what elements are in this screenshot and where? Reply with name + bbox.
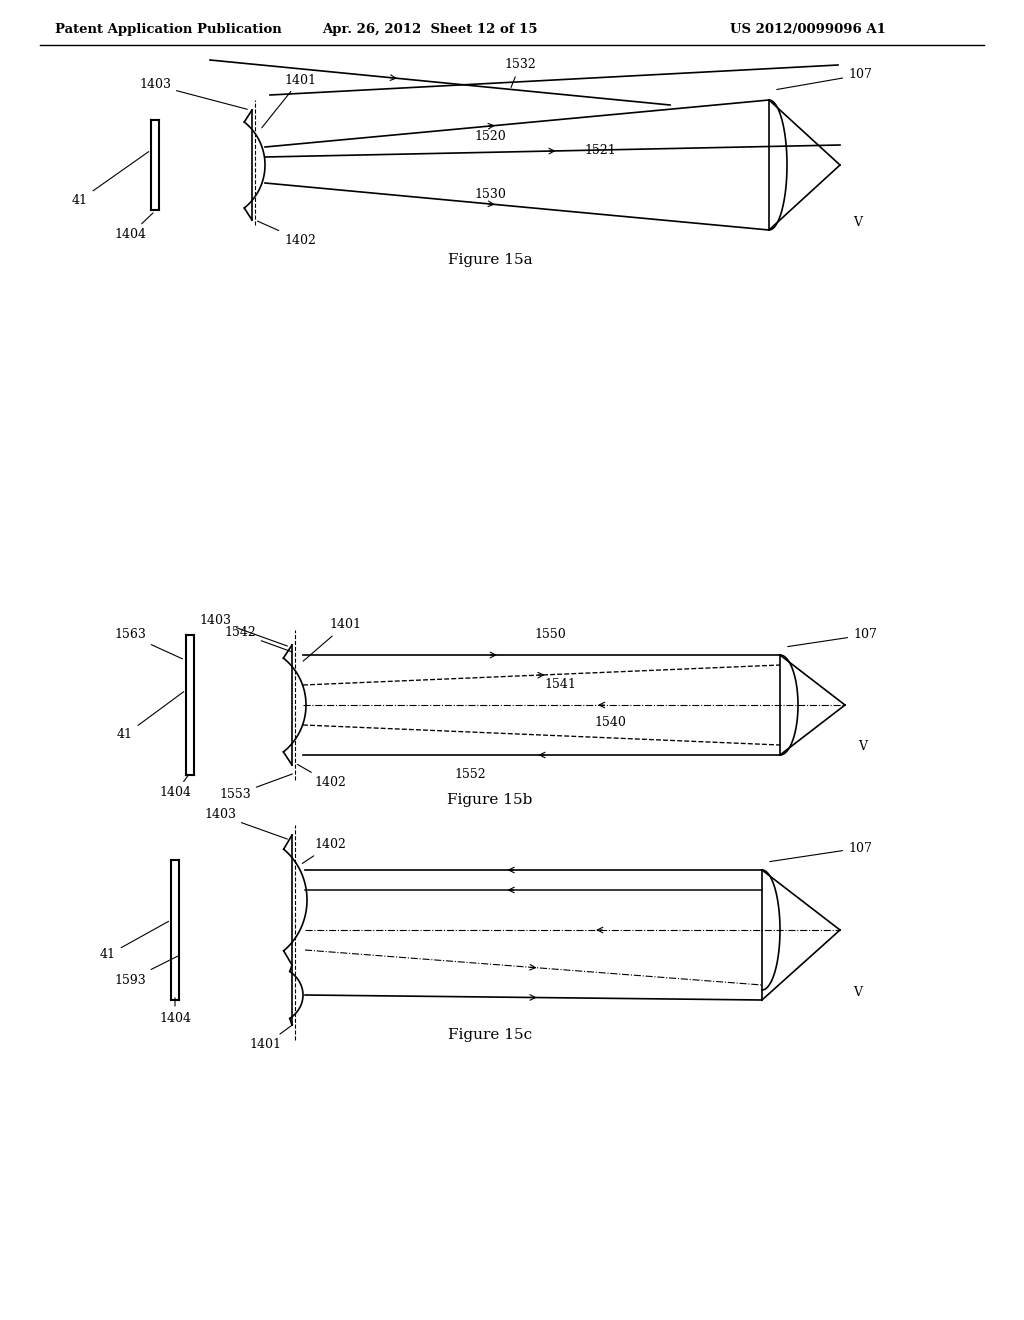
Text: 1532: 1532 xyxy=(504,58,536,87)
Text: US 2012/0099096 A1: US 2012/0099096 A1 xyxy=(730,24,886,37)
Text: 1542: 1542 xyxy=(224,627,293,652)
Text: 41: 41 xyxy=(117,692,183,742)
Text: 1593: 1593 xyxy=(114,956,177,986)
Text: 1404: 1404 xyxy=(159,998,191,1024)
Text: 107: 107 xyxy=(787,628,877,647)
Text: 41: 41 xyxy=(100,921,169,961)
Text: 41: 41 xyxy=(72,152,148,206)
Text: V: V xyxy=(853,215,862,228)
Text: 1521: 1521 xyxy=(584,144,615,157)
Text: 1402: 1402 xyxy=(297,764,346,789)
Text: 1541: 1541 xyxy=(544,678,575,692)
Text: 1401: 1401 xyxy=(262,74,316,128)
Text: Patent Application Publication: Patent Application Publication xyxy=(55,24,282,37)
Text: 1552: 1552 xyxy=(455,768,485,781)
Text: 1530: 1530 xyxy=(474,189,506,202)
Text: 1553: 1553 xyxy=(219,774,293,801)
Text: 1402: 1402 xyxy=(258,222,316,247)
Text: 1520: 1520 xyxy=(474,131,506,144)
Text: 1403: 1403 xyxy=(204,808,288,840)
Text: 1403: 1403 xyxy=(139,78,248,110)
Text: 107: 107 xyxy=(777,69,872,90)
Text: Figure 15c: Figure 15c xyxy=(447,1028,532,1041)
Text: Figure 15b: Figure 15b xyxy=(447,793,532,807)
Text: 1540: 1540 xyxy=(594,717,626,730)
Text: Apr. 26, 2012  Sheet 12 of 15: Apr. 26, 2012 Sheet 12 of 15 xyxy=(323,24,538,37)
Text: V: V xyxy=(858,741,867,754)
Text: 1401: 1401 xyxy=(249,1024,293,1052)
Text: 1401: 1401 xyxy=(303,619,361,661)
Text: 1550: 1550 xyxy=(535,628,566,642)
Text: 1563: 1563 xyxy=(114,628,182,659)
Text: V: V xyxy=(853,986,862,998)
Text: 107: 107 xyxy=(770,842,872,862)
Text: 1402: 1402 xyxy=(302,838,346,863)
Text: 1403: 1403 xyxy=(199,614,288,645)
Text: Figure 15a: Figure 15a xyxy=(447,253,532,267)
Text: 1404: 1404 xyxy=(114,213,153,242)
Text: 1404: 1404 xyxy=(159,775,191,800)
